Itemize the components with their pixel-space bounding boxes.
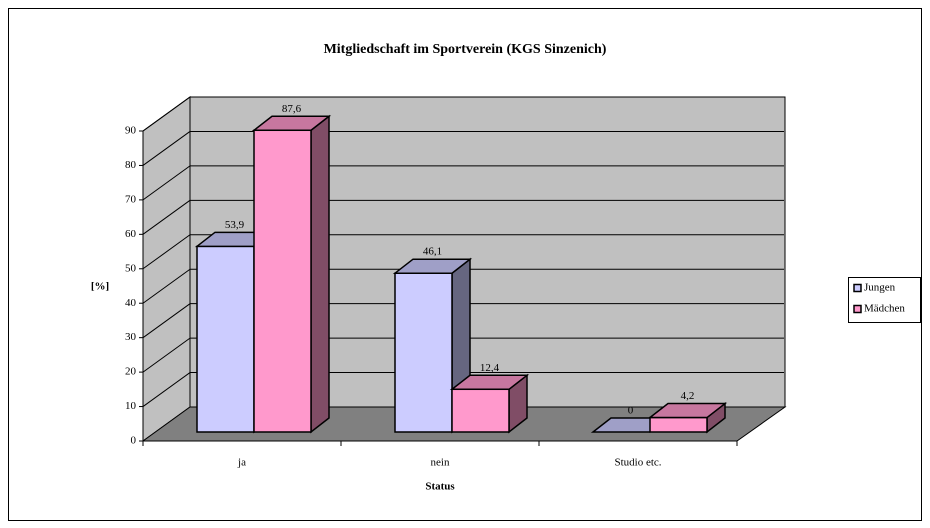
y-tick-label: 10 [125, 400, 137, 412]
legend-swatch [853, 304, 862, 314]
x-tick-label: ja [237, 457, 246, 469]
bar [451, 388, 510, 433]
grid-line [142, 199, 191, 235]
bar-side [310, 114, 330, 434]
grid-line [142, 268, 191, 304]
y-tick-label: 30 [125, 331, 137, 343]
value-label: 12,4 [480, 362, 500, 374]
y-tick-label: 60 [125, 228, 137, 240]
x-tick-label: Studio etc. [614, 457, 661, 469]
y-tick-label: 80 [125, 159, 137, 171]
y-tick-label: 50 [125, 262, 137, 274]
y-tick-label: 20 [125, 366, 137, 378]
bar [394, 272, 453, 433]
grid-line [142, 303, 191, 339]
bar [649, 416, 708, 433]
y-tick-label: 70 [125, 193, 137, 205]
y-axis-label: [%] [91, 281, 109, 293]
grid-line [142, 165, 191, 201]
bar [253, 129, 312, 433]
legend-swatch [853, 283, 862, 293]
value-label: 4,2 [681, 390, 695, 402]
x-axis-label: Status [425, 481, 455, 493]
value-label: 87,6 [282, 103, 302, 115]
grid-line [142, 96, 191, 132]
y-tick-label: 40 [125, 297, 137, 309]
bar [196, 245, 255, 433]
grid-line [142, 131, 191, 166]
bar-top [647, 402, 728, 419]
bar-top [251, 115, 332, 132]
grid-line [142, 337, 191, 373]
grid-line [142, 234, 191, 270]
y-tick-label: 0 [131, 435, 137, 447]
value-label: 46,1 [423, 246, 442, 258]
value-label: 53,9 [225, 219, 245, 231]
grid-line [142, 372, 191, 407]
y-tick-label: 90 [125, 125, 137, 137]
value-label: 0 [628, 405, 634, 417]
legend-label: Mädchen [864, 303, 905, 315]
x-tick-label: nein [431, 457, 450, 469]
chart-title: Mitgliedschaft im Sportverein (KGS Sinze… [324, 42, 607, 57]
bar-top [392, 258, 473, 274]
legend-label: Jungen [864, 282, 896, 294]
bar-top [449, 374, 530, 391]
